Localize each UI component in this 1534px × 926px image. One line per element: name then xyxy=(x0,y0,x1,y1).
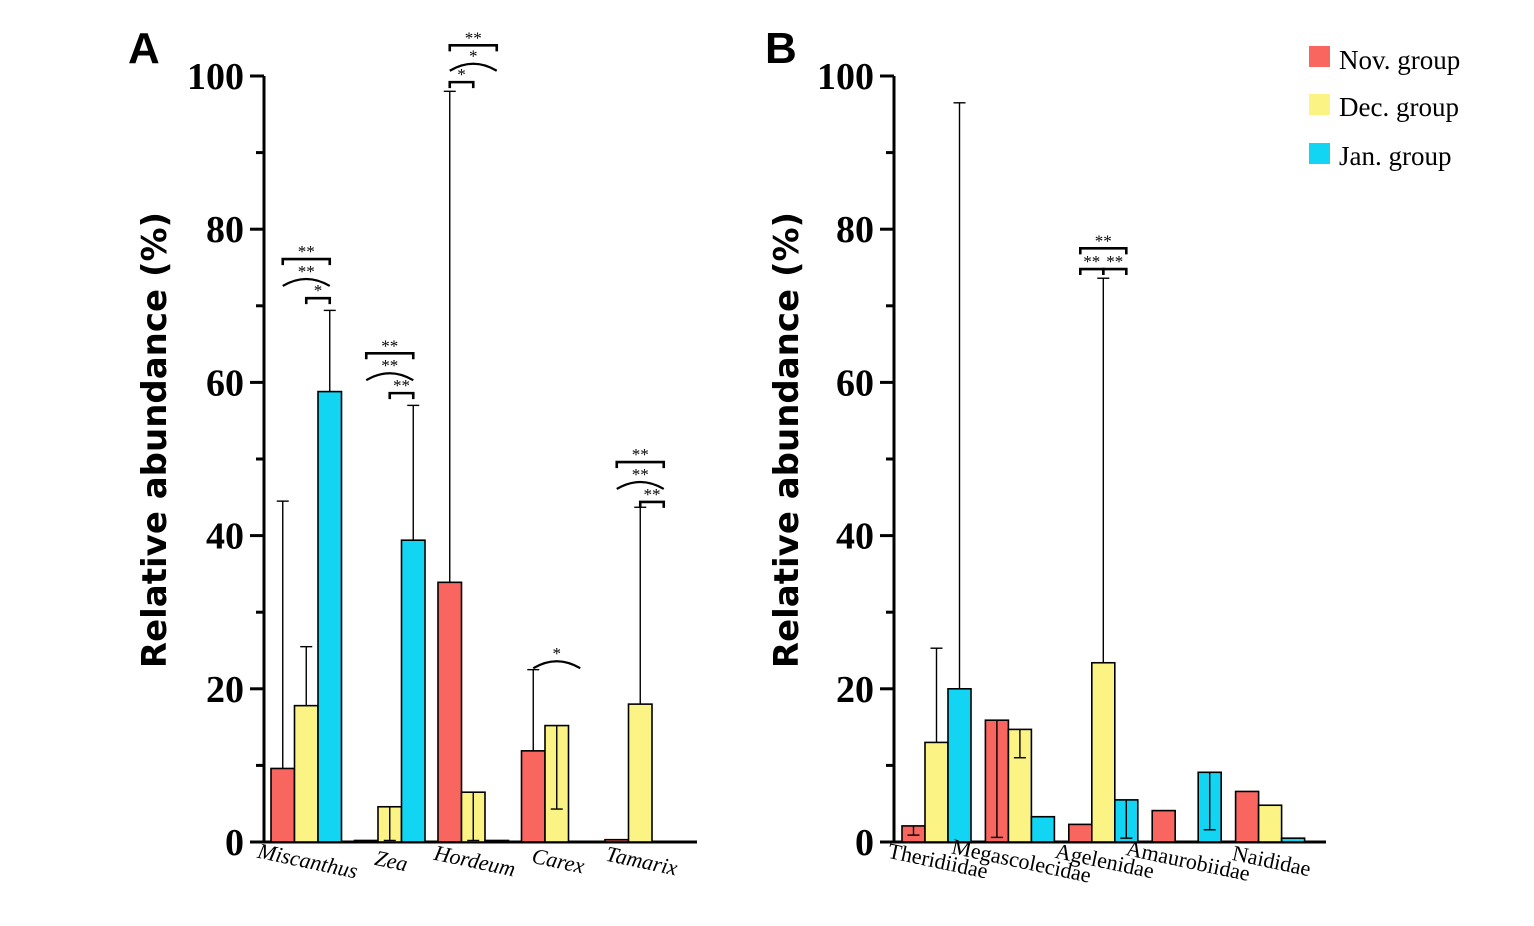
significance-bracket xyxy=(448,44,499,52)
panel-a-y-axis-title: Relative abundance (%) xyxy=(135,212,175,668)
y-tick-label: 100 xyxy=(817,56,874,98)
y-tick-label: 60 xyxy=(206,362,244,404)
legend-label-dec: Dec. group xyxy=(1339,92,1459,122)
bar-dec-naididae xyxy=(1257,804,1283,843)
significance-label: ** xyxy=(632,445,649,464)
x-category-label: Miscanthus xyxy=(255,838,360,884)
significance-bracket xyxy=(448,80,475,89)
bar-jan-miscanthus xyxy=(317,390,343,843)
y-tick-label: 100 xyxy=(187,56,244,98)
legend-swatch-nov xyxy=(1309,46,1330,67)
bar-dec-miscanthus xyxy=(293,704,319,843)
significance-arc xyxy=(365,372,414,382)
bar-jan-zea xyxy=(400,539,426,843)
significance-label: ** xyxy=(381,336,398,355)
y-tick-label: 0 xyxy=(225,822,244,864)
significance-bracket xyxy=(281,257,332,266)
bar-nov-amaurobiidae xyxy=(1151,809,1176,843)
bar-jan-megascolecidae xyxy=(1030,815,1056,843)
y-tick-label: 60 xyxy=(836,362,874,404)
bar-nov-hordeum xyxy=(437,581,463,843)
significance-label: ** xyxy=(381,356,398,375)
bar-jan-naididae xyxy=(1280,837,1306,843)
x-category-label: Carex xyxy=(530,843,587,879)
y-tick-label: 40 xyxy=(836,516,874,558)
significance-bracket xyxy=(364,351,415,360)
x-category-label: Hordeum xyxy=(431,840,518,882)
y-tick-label: 20 xyxy=(836,669,874,711)
legend: Nov. group Dec. group Jan. group xyxy=(1309,45,1460,171)
bar-jan-theridiidae xyxy=(947,687,972,843)
significance-label: ** xyxy=(644,485,661,504)
significance-arc xyxy=(532,660,581,670)
significance-label: ** xyxy=(1083,252,1100,271)
significance-label: * xyxy=(457,65,466,84)
bar-nov-carex xyxy=(520,750,546,843)
legend-label-jan: Jan. group xyxy=(1339,141,1451,171)
y-tick-label: 40 xyxy=(206,516,244,558)
bar-nov-miscanthus xyxy=(270,767,296,843)
significance-bracket xyxy=(1102,267,1128,276)
significance-arc xyxy=(616,480,665,490)
bar-dec-agelenidae xyxy=(1091,661,1116,843)
significance-bracket xyxy=(615,460,666,469)
significance-arc xyxy=(282,277,331,287)
significance-label: ** xyxy=(298,262,315,281)
panel-b-chart: B Relative abundance (%) 020406080100The… xyxy=(765,24,1326,888)
significance-arc xyxy=(449,62,498,72)
significance-label: ** xyxy=(632,465,649,484)
legend-swatch-jan xyxy=(1309,143,1330,164)
bar-nov-zea xyxy=(353,839,379,843)
significance-label: * xyxy=(314,281,323,300)
significance-label: ** xyxy=(298,242,315,261)
bar-dec-tamarix xyxy=(627,703,653,843)
panel-a-letter: A xyxy=(128,24,160,73)
legend-label-nov: Nov. group xyxy=(1339,45,1460,75)
y-tick-label: 80 xyxy=(836,209,874,251)
significance-label: * xyxy=(469,47,478,66)
legend-swatch-dec xyxy=(1309,94,1330,115)
bar-nov-agelenidae xyxy=(1068,823,1093,843)
significance-label: ** xyxy=(393,376,410,395)
panel-b-letter: B xyxy=(765,24,797,73)
panel-b-y-axis-title: Relative abundance (%) xyxy=(767,212,807,668)
significance-bracket xyxy=(638,500,666,508)
significance-bracket xyxy=(1079,247,1128,255)
significance-label: * xyxy=(553,644,562,663)
bar-dec-theridiidae xyxy=(924,741,949,843)
significance-label: ** xyxy=(465,28,482,47)
y-tick-label: 0 xyxy=(855,822,874,864)
bar-nov-naididae xyxy=(1234,790,1260,843)
significance-label: ** xyxy=(1106,252,1123,271)
panel-a-chart: A Relative abundance (%) 0 20 40 60 80 100 Mis… xyxy=(128,24,697,883)
x-category-label: Zea xyxy=(373,845,410,876)
bar-jan-hordeum xyxy=(484,839,510,843)
significance-label: ** xyxy=(1095,231,1112,250)
y-tick-label: 80 xyxy=(206,209,244,251)
y-tick-label: 20 xyxy=(206,669,244,711)
significance-bracket xyxy=(304,296,332,305)
x-category-label: Tamarix xyxy=(604,841,680,881)
significance-bracket xyxy=(388,391,415,400)
